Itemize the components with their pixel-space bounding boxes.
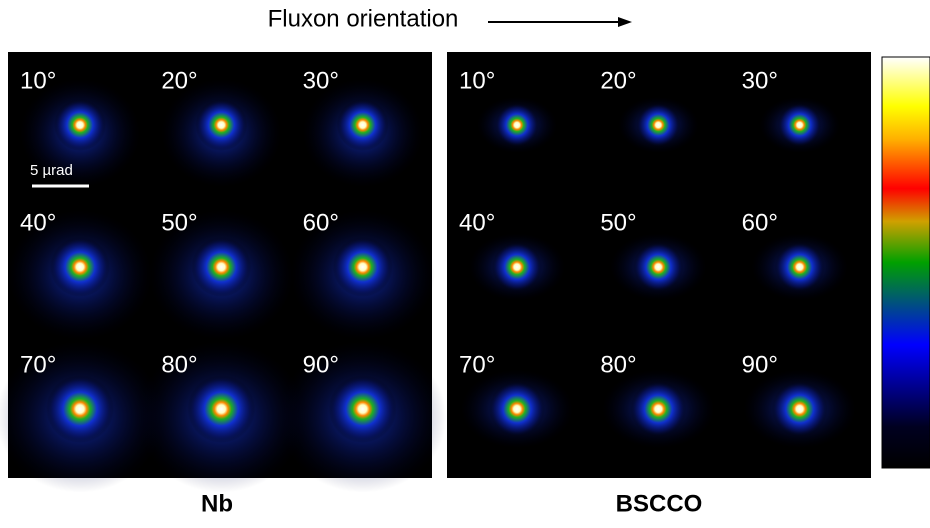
angle-label: 90°: [742, 351, 778, 378]
angle-label: 30°: [742, 67, 778, 94]
diffraction-spot: [495, 103, 539, 147]
angle-label: 20°: [161, 67, 197, 94]
panel-label: BSCCO: [616, 490, 703, 517]
angle-label: 90°: [303, 351, 339, 378]
title: Fluxon orientation: [268, 5, 459, 32]
diffraction-spot: [195, 99, 248, 151]
diffraction-spot: [191, 237, 252, 297]
diffraction-spot: [777, 103, 822, 147]
angle-label: 10°: [20, 67, 56, 94]
diffraction-spot: [774, 242, 825, 292]
angle-label: 40°: [459, 209, 495, 236]
angle-label: 10°: [459, 67, 495, 94]
arrow-head: [618, 17, 632, 27]
angle-label: 20°: [600, 67, 636, 94]
scale-bar-label: 5 µrad: [30, 162, 73, 179]
angle-label: 30°: [303, 67, 339, 94]
diffraction-spot: [336, 99, 389, 151]
diffraction-spot: [771, 381, 828, 437]
diffraction-spot: [489, 381, 545, 437]
diffraction-spot: [633, 242, 684, 292]
angle-label: 40°: [20, 209, 56, 236]
angle-label: 50°: [600, 209, 636, 236]
diffraction-spot: [50, 237, 110, 297]
diffraction-spot: [46, 375, 114, 443]
colorbar: [881, 56, 930, 469]
panels: 10° 20° 30° 40° 50° 60° 70° 80° 90° Nb 5 µrad 10° 20…: [0, 52, 871, 517]
angle-label: 70°: [20, 351, 56, 378]
diffraction-spot: [54, 99, 106, 151]
angle-label: 80°: [161, 351, 197, 378]
angle-label: 60°: [742, 209, 778, 236]
diffraction-spot: [636, 103, 681, 147]
panel-label: Nb: [201, 490, 233, 517]
diffraction-spot: [328, 375, 397, 443]
diffraction-spot: [492, 242, 542, 292]
diffraction-spot: [187, 375, 256, 443]
diffraction-spot: [630, 381, 687, 437]
angle-label: 80°: [600, 351, 636, 378]
diffraction-spot: [332, 237, 393, 297]
angle-label: 70°: [459, 351, 495, 378]
angle-label: 60°: [303, 209, 339, 236]
angle-label: 50°: [161, 209, 197, 236]
